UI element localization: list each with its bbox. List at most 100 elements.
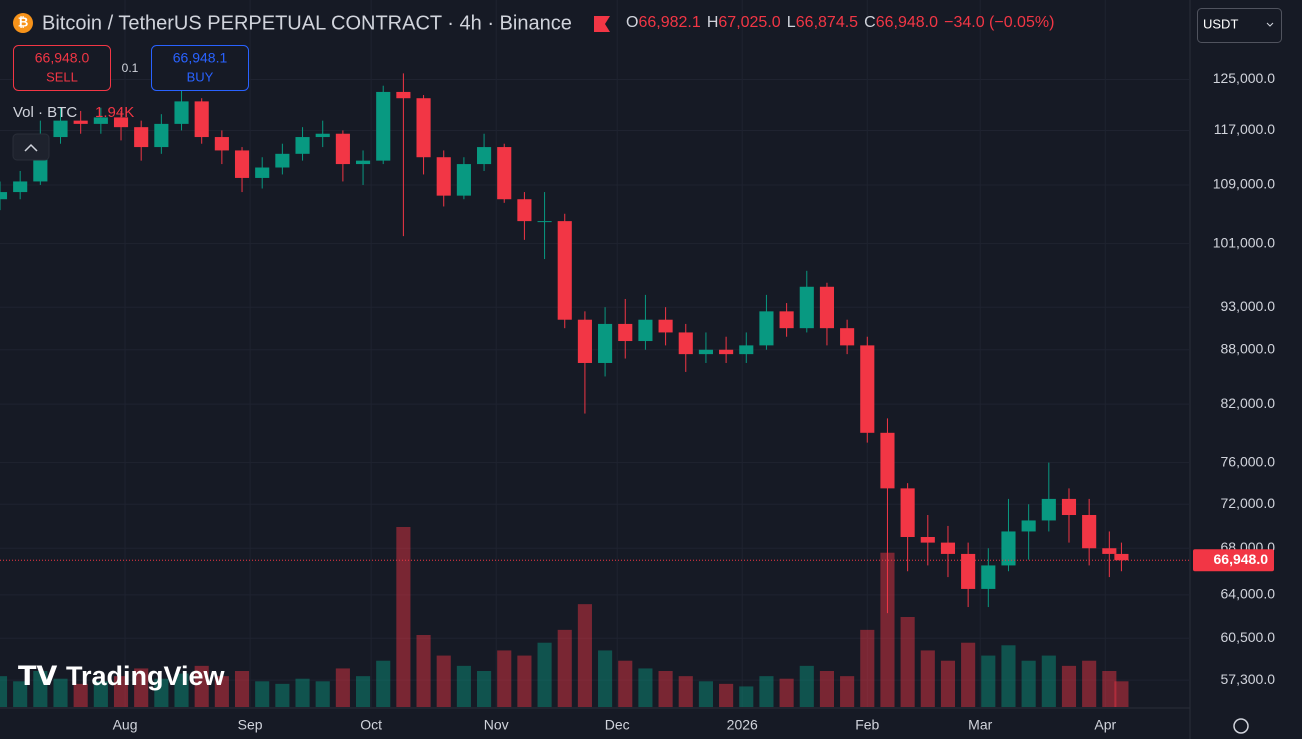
candle-body	[315, 133, 330, 138]
volume-bar	[154, 678, 169, 707]
dropdown-arrow	[1266, 22, 1274, 27]
settings-icon[interactable]	[1233, 718, 1249, 734]
volume-bar	[376, 660, 391, 707]
candle-body	[819, 286, 835, 329]
volume-bar	[900, 617, 915, 707]
y-tick-label: 109,000.0	[1213, 176, 1275, 192]
y-tick-label: 76,000.0	[1221, 453, 1276, 469]
candle-body	[860, 345, 875, 433]
candle-body	[739, 345, 754, 355]
candle-body	[1082, 515, 1097, 549]
y-tick-label: 93,000.0	[1221, 298, 1276, 314]
candle-body	[517, 199, 532, 222]
y-tick-label: 60,500.0	[1221, 629, 1276, 645]
volume-bar	[234, 671, 250, 707]
logo-mark: 𝗧𝗩	[18, 661, 57, 691]
volume-bar	[880, 552, 895, 707]
candle-body	[981, 565, 996, 589]
buy-button[interactable]	[151, 45, 249, 91]
y-tick-label: 101,000.0	[1213, 234, 1275, 250]
candle-body	[214, 137, 229, 151]
candle-body	[1114, 553, 1129, 561]
volume-bar	[598, 650, 613, 707]
volume-bar	[1114, 681, 1129, 707]
volume-bar	[214, 676, 229, 707]
volume-bar	[799, 665, 814, 707]
candle-body	[154, 123, 169, 148]
y-tick-label: 88,000.0	[1221, 340, 1276, 356]
candle-body	[255, 167, 270, 178]
volume-value: 1.94K	[95, 104, 134, 121]
candle-body	[53, 120, 68, 138]
x-tick-label: Oct	[360, 717, 382, 733]
candle-body	[234, 150, 250, 178]
flag-icon[interactable]	[594, 16, 610, 32]
volume-bar	[940, 660, 956, 707]
volume-bar	[779, 678, 794, 707]
candle-body	[961, 553, 976, 589]
candle-body	[840, 328, 855, 346]
ohlc-key: H	[707, 14, 719, 31]
logo: TradingView	[66, 661, 226, 691]
candle-body	[113, 117, 129, 128]
candle-body	[396, 91, 411, 99]
x-tick-label: Aug	[113, 717, 138, 733]
buy-label: BUY	[187, 69, 214, 84]
volume-bar	[658, 671, 673, 707]
candle-body	[436, 157, 451, 196]
volume-bar	[618, 660, 633, 707]
symbol-title: Bitcoin / TetherUS PERPETUAL CONTRACT · …	[42, 12, 572, 34]
x-tick-label: Nov	[484, 717, 509, 733]
collapse-button[interactable]	[12, 133, 50, 161]
volume-bar	[1061, 665, 1077, 707]
quantity[interactable]: 0.1	[122, 61, 139, 75]
candle-body	[1001, 531, 1016, 566]
candle-body	[900, 488, 915, 538]
volume-bar	[819, 671, 835, 707]
volume-bar	[981, 655, 996, 707]
volume-bar	[719, 683, 734, 707]
ohlc-value: 66,982.1	[638, 14, 700, 31]
sell-button[interactable]	[13, 45, 111, 91]
candle-body	[295, 137, 310, 154]
volume-bar	[13, 681, 28, 707]
volume-bar	[537, 642, 552, 707]
candle-body	[477, 147, 492, 165]
candle-body	[355, 160, 371, 165]
candle-body	[174, 101, 189, 124]
ohlc-key: C	[864, 14, 876, 31]
candle-body	[1041, 498, 1056, 521]
candle-body	[93, 117, 108, 124]
buy-price: 66,948.1	[173, 50, 228, 66]
volume-bar	[759, 676, 774, 707]
volume-bar	[416, 635, 431, 707]
volume-bar	[113, 676, 129, 707]
y-tick-label: 82,000.0	[1221, 395, 1276, 411]
volume-bar	[436, 655, 451, 707]
volume-bar	[456, 665, 471, 707]
candle-body	[194, 101, 209, 138]
y-tick-label: 64,000.0	[1221, 586, 1276, 602]
candle-body	[759, 311, 774, 346]
currency-dropdown[interactable]	[1197, 8, 1282, 43]
volume-bar	[577, 604, 592, 707]
volume-bar	[255, 681, 270, 707]
volume-bar	[1001, 645, 1016, 707]
volume-bar	[315, 681, 330, 707]
volume-bar	[739, 686, 754, 707]
last-price-label: 66,948.0	[1214, 551, 1269, 567]
volume-bar	[73, 683, 88, 707]
volume-bar	[678, 676, 693, 707]
candle-body	[73, 120, 88, 124]
volume-bar	[961, 642, 976, 707]
volume-bar	[557, 629, 572, 707]
y-tick-label: 72,000.0	[1221, 495, 1276, 511]
volume-bar	[355, 676, 371, 707]
last-price-box	[1193, 549, 1274, 572]
candle-body	[618, 323, 633, 342]
volume-bar	[1082, 660, 1097, 707]
candle-body	[940, 542, 956, 554]
volume-bar	[134, 668, 149, 707]
volume-bar	[0, 676, 8, 707]
